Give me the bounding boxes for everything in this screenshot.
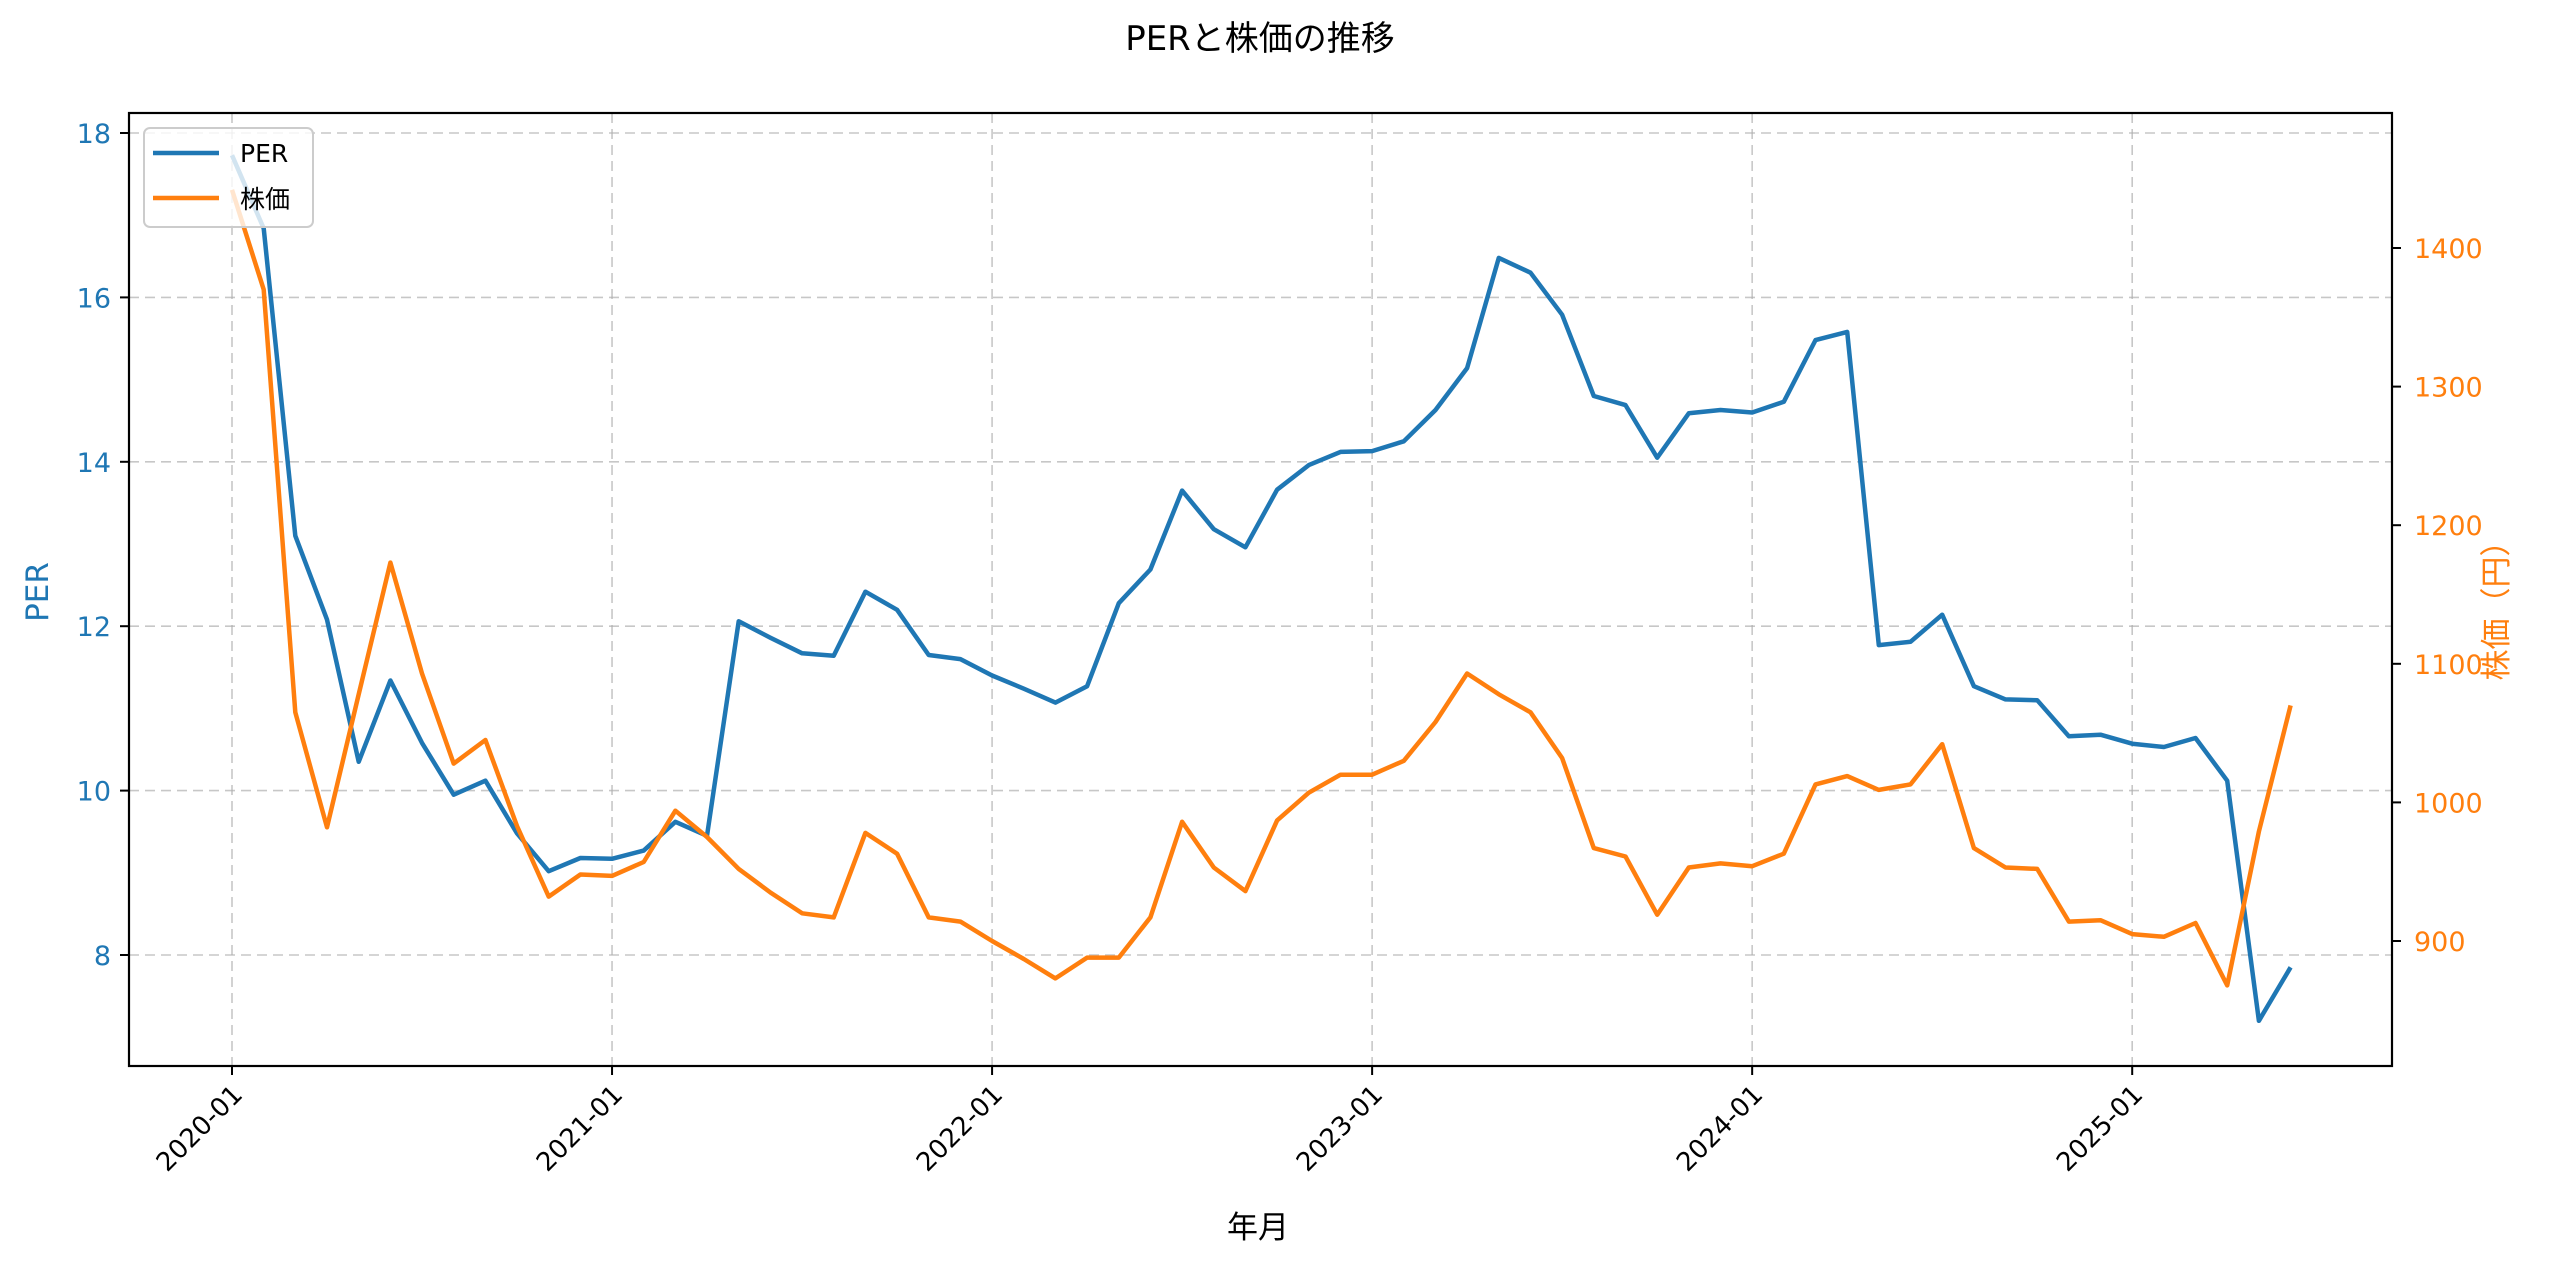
left-tick-label: 18 [77,119,111,150]
right-tick-label: 1100 [2414,650,2483,681]
left-tick-label: 10 [77,777,111,808]
right-tick-label: 900 [2414,927,2466,958]
x-tick-label: 2020-01 [151,1080,249,1178]
right-y-axis-ticks: 900 1000 1100 1200 1300 1400 [2392,234,2483,958]
left-y-axis-label: PER [20,562,56,622]
right-y-axis-label: 株価（円） [2479,526,2515,681]
plot-series [229,154,2293,1024]
x-tick-label: 2025-01 [2051,1080,2149,1178]
chart-title: PERと株価の推移 [1125,19,1395,59]
x-tick-label: 2021-01 [531,1080,629,1178]
grid-lines [129,113,2392,1066]
legend: PER 株価 [143,127,314,228]
right-tick-label: 1300 [2414,373,2483,404]
x-tick-label: 2023-01 [1291,1080,1389,1178]
right-tick-label: 1000 [2414,788,2483,819]
price-line [229,189,2293,988]
left-tick-label: 12 [77,612,111,643]
plot-area-frame [127,111,2394,1068]
x-axis-label: 年月 [1227,1210,1289,1246]
left-tick-label: 14 [77,448,111,479]
right-tick-label: 1200 [2414,511,2483,542]
right-tick-label: 1400 [2414,234,2483,265]
left-tick-label: 8 [94,941,111,972]
left-y-axis-ticks: 8 10 12 14 16 18 [77,119,129,972]
left-tick-label: 16 [77,283,111,314]
x-axis-ticks: 2020-01 2021-01 2022-01 2023-01 2024-01 2025-… [151,1066,2149,1178]
legend-label-per: PER [240,139,288,168]
x-tick-label: 2024-01 [1671,1080,1769,1178]
per-line [229,154,2293,1024]
x-tick-label: 2022-01 [911,1080,1009,1178]
legend-label-price: 株価 [240,185,290,214]
